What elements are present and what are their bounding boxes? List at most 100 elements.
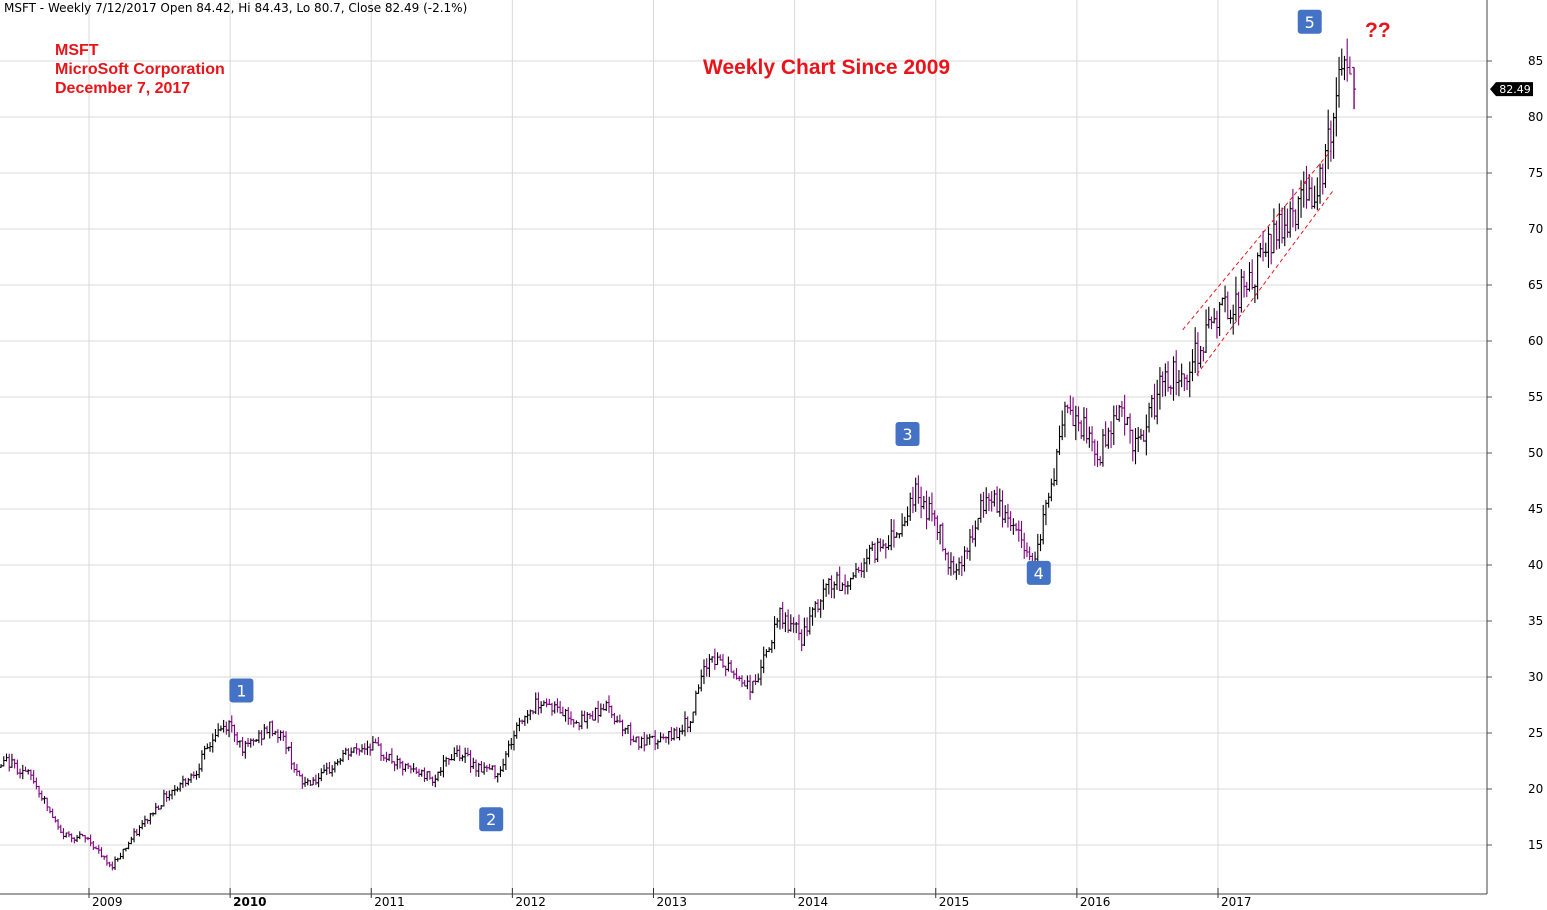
ohlc-bar [1005,503,1010,528]
ohlc-bar [1081,407,1086,441]
ohlc-bar [870,541,875,552]
ohlc-bar [1225,291,1230,320]
ohlc-bar [303,776,308,787]
ohlc-bar [799,629,804,652]
ohlc-bar [1320,163,1325,195]
wave-marker-label: 2 [486,810,496,829]
ohlc-bar [802,617,807,646]
ohlc-bar [384,751,389,763]
ohlc-bar [704,658,709,677]
ohlc-bar [417,768,422,778]
ohlc-bar [61,828,66,840]
ohlc-bar [1041,504,1046,545]
ohlc-bar [425,771,430,781]
ohlc-bar [343,747,348,756]
ohlc-bar [715,652,720,666]
ohlc-bar [395,755,400,770]
ohlc-bar [186,777,191,786]
x-tick-label: 2011 [374,895,405,909]
ohlc-bar [1337,56,1342,108]
ohlc-bar [552,701,557,714]
ohlc-bar [1201,346,1206,362]
ohlc-bar [1068,395,1073,415]
ohlc-bar [677,727,682,741]
ohlc-bar [1114,405,1119,420]
ohlc-bar [300,773,305,789]
ohlc-bar [1233,276,1238,321]
ohlc-bar [1293,209,1298,232]
ohlc-bar [1022,532,1027,559]
ohlc-bar [148,812,153,825]
price-bars [0,38,1357,871]
x-tick-label: 2009 [92,895,123,909]
ohlc-bar [1144,414,1149,456]
ohlc-bar [338,757,343,765]
ohlc-bar [821,579,826,610]
ohlc-bar [1271,208,1276,254]
ohlc-bar [840,582,845,591]
channel-line [1196,189,1335,375]
ohlc-bar [596,700,601,723]
ohlc-bar [1155,379,1160,425]
ohlc-bar [341,750,346,763]
ohlc-bar [929,492,934,522]
ohlc-bar [723,665,728,677]
x-tick-label: 2010 [233,895,266,909]
ohlc-bar [864,548,869,573]
ohlc-bar [113,856,118,870]
y-tick-label: 35 [1528,614,1543,628]
ohlc-bar [1198,345,1203,368]
ohlc-bar [1274,220,1279,250]
ohlc-bar [517,717,522,732]
ohlc-bar [1103,421,1108,448]
ohlc-bar [1312,185,1317,209]
ohlc-bar [210,733,215,753]
ohlc-bar [886,535,891,550]
ohlc-bar [1179,363,1184,388]
ohlc-bar [1008,511,1013,532]
ohlc-bar [810,607,815,626]
ohlc-bar [430,776,435,786]
ohlc-bar [921,495,926,510]
ohlc-bar [452,747,457,761]
y-tick-label: 55 [1528,390,1543,404]
ohlc-bar [240,737,245,756]
ohlc-bar [973,520,978,547]
ohlc-bar [566,707,571,725]
ohlc-bar [742,679,747,687]
ohlc-bar [593,707,598,721]
ohlc-bar [75,834,80,843]
ohlc-bar [262,723,267,740]
y-tick-label: 20 [1528,782,1543,796]
ohlc-bar [468,750,473,773]
ohlc-bar [837,566,842,592]
ohlc-bar [1296,196,1301,230]
wave-marker-box [1026,560,1051,585]
ohlc-bar [1019,520,1024,549]
ohlc-bar [769,639,774,653]
x-tick-label: 2013 [657,895,688,909]
y-tick-label: 80 [1528,110,1543,124]
ohlc-bar [891,519,896,548]
ohlc-bar [132,828,137,843]
ohlc-bar [1228,309,1233,324]
ohlc-bar [1304,165,1309,209]
ohlc-bar [1049,478,1054,502]
ohlc-bar [986,493,991,512]
ohlc-bar [1277,203,1282,249]
ohlc-bar [194,770,199,780]
ohlc-bar [26,769,31,775]
ohlc-bar [1065,404,1070,414]
ohlc-bar [965,547,970,560]
ohlc-bar [685,716,690,733]
ohlc-bar [978,493,983,523]
ohlc-bar [322,764,327,774]
x-tick-label: 2015 [939,895,970,909]
ohlc-bar [726,656,731,672]
ohlc-bar [691,711,696,723]
ohlc-bar [644,734,649,746]
y-tick-label: 50 [1528,446,1543,460]
ohlc-bar [311,777,316,786]
ohlc-bar [330,765,335,777]
